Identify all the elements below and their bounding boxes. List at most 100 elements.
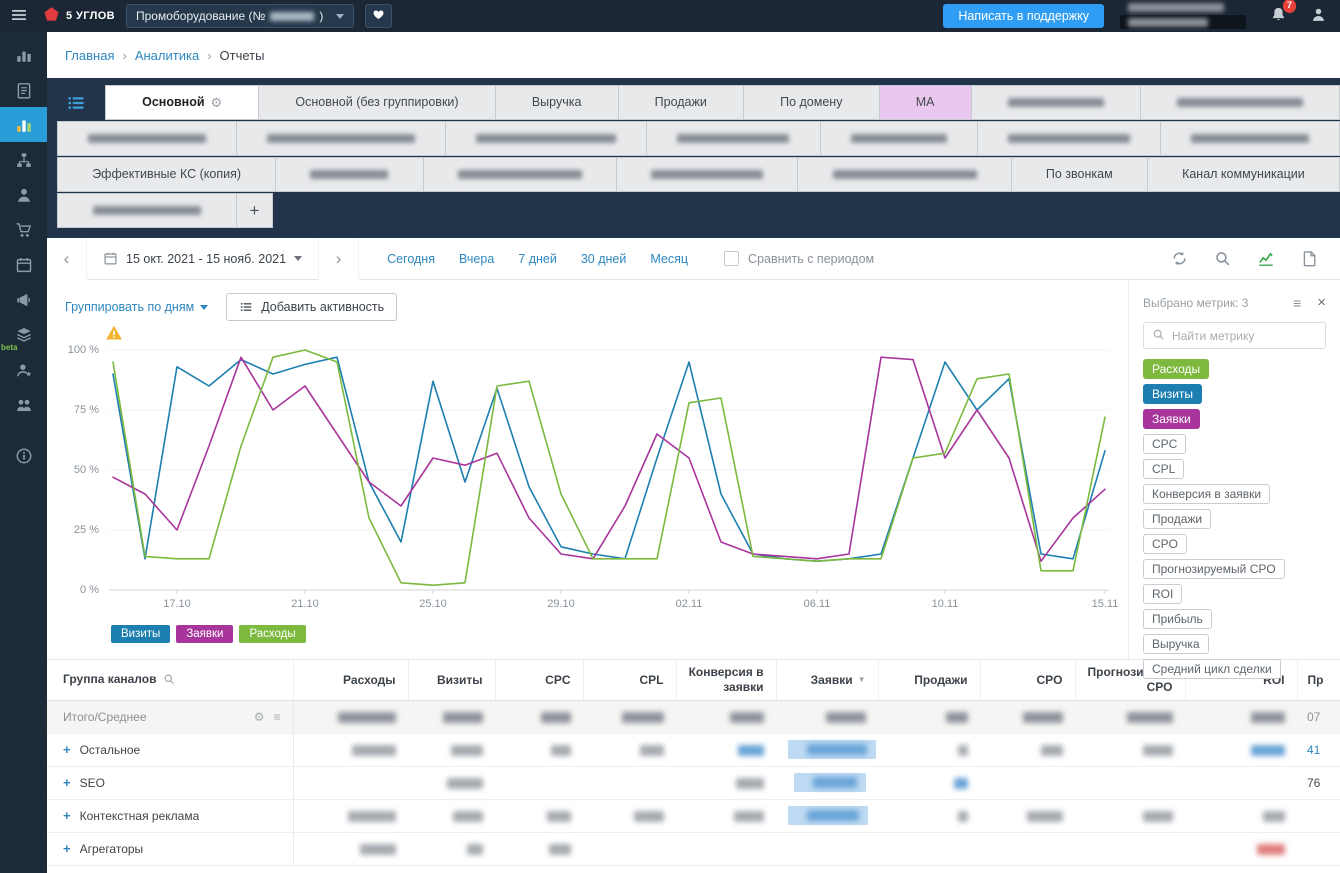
compare-period-toggle[interactable]: Сравнить с периодом [724,251,874,266]
quick-range-link[interactable]: Вчера [459,252,494,266]
metric-chip[interactable]: CPL [1143,459,1184,479]
add-activity-button[interactable]: Добавить активность [226,293,397,321]
breadcrumb-item[interactable]: Аналитика [135,48,199,63]
sidebar-item-partners[interactable] [0,352,47,387]
report-tab-redacted[interactable] [617,157,798,192]
metrics-list-icon[interactable]: ≡ [1293,295,1301,311]
report-tab-redacted[interactable] [798,157,1011,192]
expand-row-button[interactable]: + [63,775,71,790]
sidebar-item-analytics[interactable] [0,107,47,142]
report-tab-redacted[interactable] [821,121,978,156]
report-tab[interactable]: По звонкам [1012,157,1148,192]
compare-checkbox[interactable] [724,251,739,266]
expand-row-button[interactable]: + [63,742,71,757]
quick-range-link[interactable]: Месяц [650,252,688,266]
column-header-metric[interactable]: Продажи [878,660,980,700]
wrench-icon[interactable]: ⚙ [254,710,265,724]
sidebar-item-catalog[interactable] [0,247,47,282]
export-icon[interactable] [1301,250,1318,267]
report-tab[interactable]: Выручка [496,85,619,120]
search-icon[interactable] [1214,250,1231,267]
sidebar-item-reports[interactable] [0,72,47,107]
report-tab[interactable]: По домену [744,85,880,120]
breadcrumb-item[interactable]: Главная [65,48,114,63]
sort-desc-icon[interactable]: ▼ [858,675,866,684]
metric-search-input[interactable] [1172,329,1317,343]
favorites-button[interactable] [365,4,392,28]
channel-group-cell[interactable]: +SEO [47,766,293,799]
sidebar-item-promo[interactable] [0,282,47,317]
column-header-metric[interactable]: CPC [495,660,583,700]
sidebar-item-customers[interactable] [0,177,47,212]
expand-row-button[interactable]: + [63,808,71,823]
metric-chip[interactable]: Продажи [1143,509,1211,529]
quick-range-link[interactable]: 7 дней [518,252,557,266]
report-tab-redacted[interactable] [647,121,820,156]
quick-range-link[interactable]: Сегодня [387,252,435,266]
support-button[interactable]: Написать в поддержку [943,4,1104,28]
metric-chip[interactable]: Прибыль [1143,609,1212,629]
row-list-icon[interactable]: ≡ [273,710,280,724]
report-tab[interactable]: Канал коммуникации [1148,157,1340,192]
tabs-menu-button[interactable] [61,91,91,117]
sidebar-item-orders[interactable] [0,212,47,247]
report-tab[interactable]: Эффективные КС (копия) [57,157,276,192]
metric-chip[interactable]: Визиты [1143,384,1202,404]
column-header-metric[interactable]: Расходы [293,660,408,700]
warning-icon[interactable] [105,324,123,342]
column-header-metric[interactable]: CPO [980,660,1075,700]
selected-cell[interactable] [788,806,868,825]
metric-chip[interactable]: Средний цикл сделки [1143,659,1281,679]
date-range-picker[interactable]: 15 окт. 2021 - 15 нояб. 2021 [87,238,319,280]
metric-chip[interactable]: CPO [1143,534,1187,554]
channel-group-cell[interactable]: +Остальное [47,733,293,766]
column-header-metric[interactable]: CPL [583,660,676,700]
sidebar-item-funnels[interactable] [0,142,47,177]
channel-group-cell[interactable]: +Агрегаторы [47,832,293,865]
column-header-group[interactable]: Группа каналов [47,660,293,700]
metric-chip[interactable]: CPC [1143,434,1186,454]
add-report-tab-button[interactable]: + [237,193,273,228]
sidebar-item-team[interactable] [0,387,47,422]
chart-toggle-icon[interactable] [1257,250,1275,268]
report-tab[interactable]: Основной⚙ [105,85,259,120]
prev-period-button[interactable]: ‹ [47,238,87,280]
column-header-metric[interactable]: Заявки▼ [776,660,878,700]
legend-item[interactable]: Визиты [111,625,170,643]
hamburger-menu-button[interactable] [6,3,32,29]
metric-chip[interactable]: Заявки [1143,409,1200,429]
column-header-metric[interactable]: Визиты [408,660,495,700]
column-header-metric[interactable]: Конверсия в заявки [676,660,776,700]
report-tab-redacted[interactable] [276,157,423,192]
gear-icon[interactable]: ⚙ [211,86,223,119]
report-tab[interactable]: Продажи [619,85,744,120]
report-tab-redacted[interactable] [424,157,617,192]
legend-item[interactable]: Расходы [239,625,305,643]
sidebar-item-help[interactable] [0,438,47,473]
report-tab-redacted[interactable] [57,121,237,156]
report-tab-redacted[interactable] [57,193,237,228]
sidebar-item-integrations[interactable]: beta [0,317,47,352]
metric-chip[interactable]: Расходы [1143,359,1209,379]
group-by-dropdown[interactable]: Группировать по дням [65,300,208,314]
report-tab-redacted[interactable] [978,121,1161,156]
project-select[interactable]: Промоборудование (№ ) [126,4,354,28]
metric-chip[interactable]: Прогнозируемый CPO [1143,559,1285,579]
report-tab-redacted[interactable] [972,85,1141,120]
report-tab-redacted[interactable] [237,121,446,156]
notifications-button[interactable]: 7 [1266,4,1290,28]
refresh-icon[interactable] [1171,250,1188,267]
sidebar-item-dashboard[interactable] [0,37,47,72]
metric-chip[interactable]: ROI [1143,584,1182,604]
quick-range-link[interactable]: 30 дней [581,252,627,266]
close-icon[interactable]: × [1317,294,1326,311]
report-tab-redacted[interactable] [1161,121,1340,156]
channel-group-cell[interactable]: Итого/Среднее⚙≡ [47,700,293,733]
report-tab-redacted[interactable] [1141,85,1340,120]
report-tab[interactable]: МА [880,85,972,120]
user-menu-button[interactable] [1306,4,1330,28]
report-tab-redacted[interactable] [446,121,647,156]
channel-group-cell[interactable]: +Контекстная реклама [47,799,293,832]
metric-chip[interactable]: Выручка [1143,634,1209,654]
selected-cell[interactable] [794,773,866,792]
